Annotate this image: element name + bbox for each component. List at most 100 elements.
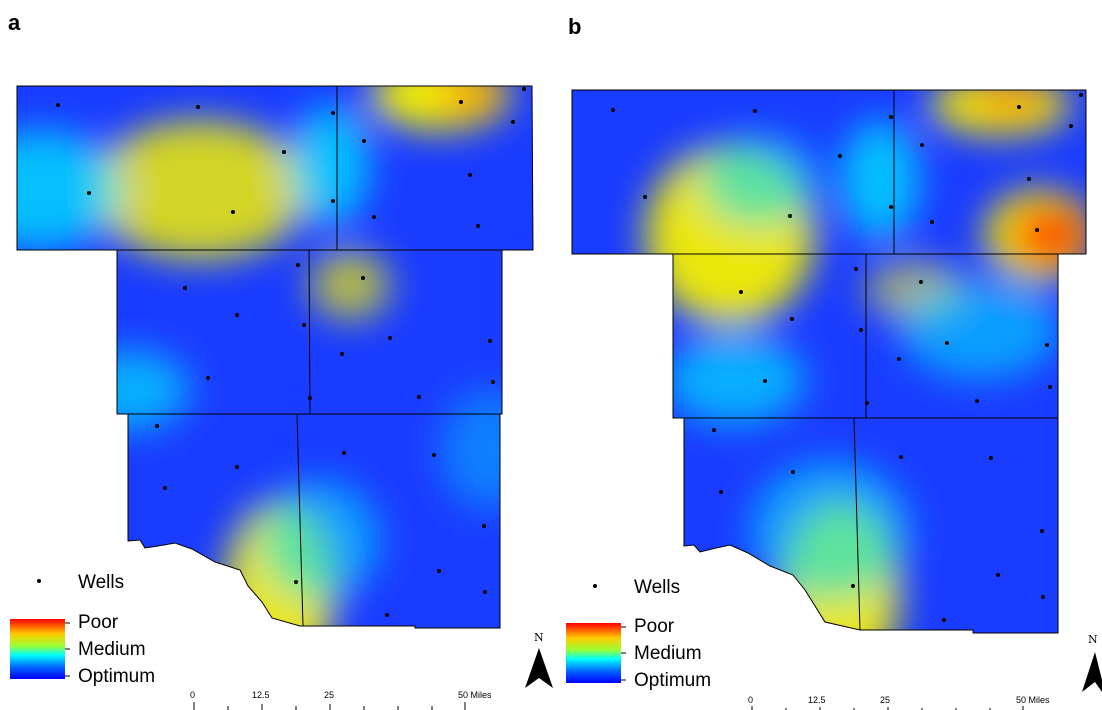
well-point	[206, 376, 210, 380]
hotspot-cyan	[750, 460, 910, 600]
well-point	[488, 339, 492, 343]
scale-end-label: 50 Miles	[1016, 695, 1050, 705]
well-point	[920, 143, 924, 147]
panel-a-north-arrow-icon: N	[525, 631, 553, 688]
hotspot-orange	[970, 90, 1050, 118]
hotspot-cyan	[700, 135, 820, 225]
well-point	[459, 100, 463, 104]
hotspot-cyan	[665, 335, 805, 425]
well-point	[483, 590, 487, 594]
hotspot-yellow	[90, 120, 310, 260]
well-point	[302, 323, 306, 327]
well-point	[331, 111, 335, 115]
panel-b-label: b	[568, 14, 582, 39]
well-point	[1079, 93, 1083, 97]
well-point	[308, 396, 312, 400]
panel-a-wells	[56, 87, 526, 617]
well-point	[1027, 177, 1031, 181]
well-point	[889, 115, 893, 119]
legend-optimum-label: Optimum	[78, 666, 155, 687]
well-point	[838, 154, 842, 158]
hotspot-yellow	[310, 250, 390, 320]
well-point	[331, 199, 335, 203]
well-point	[851, 584, 855, 588]
well-point	[859, 328, 863, 332]
well-point	[1040, 529, 1044, 533]
well-point	[945, 341, 949, 345]
panel-a-label: a	[8, 10, 21, 35]
panel-b-legend: Wells Poor Medium Optimum	[566, 577, 711, 691]
well-point	[362, 139, 366, 143]
wells-symbol-icon	[37, 579, 41, 583]
legend-wells-label: Wells	[78, 572, 124, 593]
well-point	[196, 105, 200, 109]
well-point	[942, 618, 946, 622]
panel-b-suitability-surface	[645, 90, 1086, 633]
well-point	[437, 569, 441, 573]
well-point	[282, 150, 286, 154]
hotspot-cyan	[17, 130, 120, 250]
well-point	[388, 336, 392, 340]
scale-tick-25: 25	[880, 695, 890, 705]
well-point	[468, 173, 472, 177]
hotspot-cyan	[440, 390, 533, 510]
well-point	[719, 490, 723, 494]
well-point	[996, 573, 1000, 577]
well-point	[372, 215, 376, 219]
scale-tick-0: 0	[190, 690, 195, 700]
well-point	[87, 191, 91, 195]
hotspot-cyan	[840, 120, 920, 240]
well-point	[643, 195, 647, 199]
north-label: N	[1088, 633, 1098, 646]
well-point	[231, 210, 235, 214]
hotspot-cyan	[900, 280, 1060, 380]
well-point	[739, 290, 743, 294]
well-point	[791, 470, 795, 474]
well-point	[611, 108, 615, 112]
well-point	[1048, 385, 1052, 389]
hotspot-cyan	[260, 480, 380, 600]
scale-end-label: 50 Miles	[458, 690, 492, 700]
well-point	[294, 580, 298, 584]
panel-a-county-boundaries	[16, 85, 534, 629]
well-point	[163, 486, 167, 490]
scale-tick-12-5: 12.5	[808, 695, 826, 705]
wells-symbol-icon	[593, 584, 597, 588]
well-point	[919, 280, 923, 284]
hotspot-cyan	[290, 105, 370, 225]
well-point	[1069, 124, 1073, 128]
hotspot-red	[1010, 205, 1086, 265]
panel-a-legend: Wells Poor Medium Optimum	[10, 572, 155, 687]
well-point	[491, 380, 495, 384]
well-point	[930, 220, 934, 224]
well-point	[712, 428, 716, 432]
legend-wells-label: Wells	[634, 577, 680, 598]
well-point	[235, 465, 239, 469]
panel-a-scale-bar: 0 12.5 25 50 Miles	[190, 690, 492, 710]
well-point	[753, 109, 757, 113]
well-point	[1045, 343, 1049, 347]
panel-b-north-arrow-icon: N	[1082, 633, 1102, 692]
scale-tick-12-5: 12.5	[252, 690, 270, 700]
panel-b-wells	[611, 93, 1083, 622]
well-point	[1035, 228, 1039, 232]
well-point	[511, 120, 515, 124]
well-point	[340, 352, 344, 356]
scale-tick-0: 0	[748, 695, 753, 705]
well-point	[975, 399, 979, 403]
hotspot-orange	[440, 86, 500, 115]
well-point	[854, 267, 858, 271]
well-point	[56, 103, 60, 107]
well-point	[361, 276, 365, 280]
well-point	[897, 357, 901, 361]
well-point	[788, 214, 792, 218]
well-point	[385, 613, 389, 617]
well-point	[1041, 595, 1045, 599]
well-point	[763, 379, 767, 383]
legend-medium-label: Medium	[78, 639, 146, 660]
well-point	[522, 87, 526, 91]
legend-poor-label: Poor	[78, 612, 119, 633]
legend-color-ramp	[566, 623, 621, 683]
panel-b-county-boundaries	[571, 89, 1087, 634]
